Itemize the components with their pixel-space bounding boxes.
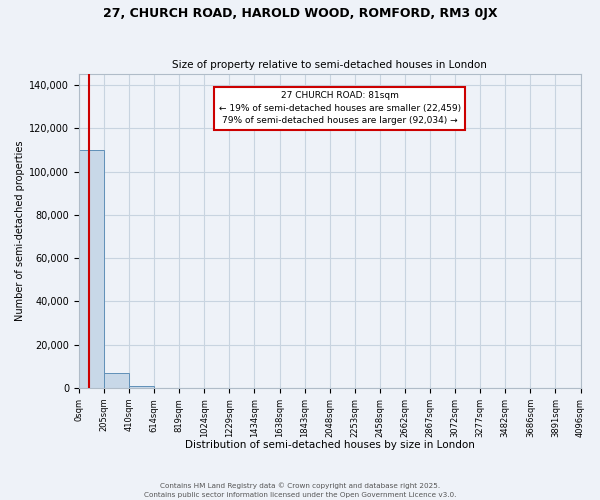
Text: 27 CHURCH ROAD: 81sqm
← 19% of semi-detached houses are smaller (22,459)
79% of : 27 CHURCH ROAD: 81sqm ← 19% of semi-deta… — [218, 92, 461, 126]
X-axis label: Distribution of semi-detached houses by size in London: Distribution of semi-detached houses by … — [185, 440, 475, 450]
Y-axis label: Number of semi-detached properties: Number of semi-detached properties — [15, 141, 25, 322]
Bar — [104, 373, 129, 388]
Bar — [129, 386, 154, 388]
Bar — [79, 150, 104, 388]
Title: Size of property relative to semi-detached houses in London: Size of property relative to semi-detach… — [172, 60, 487, 70]
Text: Contains HM Land Registry data © Crown copyright and database right 2025.
Contai: Contains HM Land Registry data © Crown c… — [144, 482, 456, 498]
Text: 27, CHURCH ROAD, HAROLD WOOD, ROMFORD, RM3 0JX: 27, CHURCH ROAD, HAROLD WOOD, ROMFORD, R… — [103, 8, 497, 20]
